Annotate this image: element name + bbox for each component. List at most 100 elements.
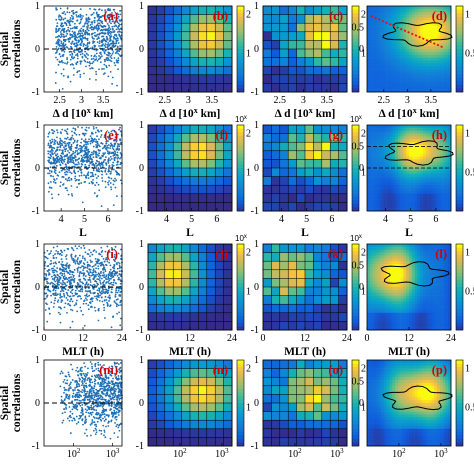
contour-cell <box>386 162 390 166</box>
contour-cell <box>411 60 415 64</box>
contour-cell <box>400 147 404 152</box>
contour-cell <box>375 66 379 70</box>
contour-cell <box>425 142 429 146</box>
scatter-point <box>107 280 110 283</box>
contour-cell <box>442 173 446 177</box>
scatter-point <box>91 23 93 25</box>
contour-cell <box>378 37 382 41</box>
contour-cell <box>431 69 435 73</box>
scatter-point <box>90 298 92 300</box>
contour-cell <box>369 176 373 180</box>
contour-cell <box>411 54 415 58</box>
scatter-point <box>80 310 83 312</box>
scatter-point <box>59 294 62 297</box>
contour-cell <box>439 60 443 64</box>
scatter-point <box>107 58 110 61</box>
contour-cell <box>406 57 410 61</box>
scatter-point <box>71 55 73 58</box>
heatmap-cell <box>223 22 233 33</box>
contour-cell <box>375 202 379 206</box>
contour-cell <box>420 83 424 87</box>
scatter-point <box>104 288 107 291</box>
contour-cell <box>383 51 387 56</box>
contour-cell <box>375 170 379 175</box>
scatter-point <box>93 19 96 22</box>
contour-cell <box>378 11 382 15</box>
contour-cell <box>417 170 421 175</box>
scatter-point <box>54 142 56 145</box>
contour-cell <box>403 182 407 186</box>
contour-cell <box>389 86 393 90</box>
contour-cell <box>420 179 424 183</box>
scatter-point <box>100 246 103 249</box>
contour-cell <box>392 43 396 47</box>
contour-cell <box>369 69 373 73</box>
scatter-point <box>48 169 51 172</box>
contour-cell <box>383 77 387 81</box>
heatmap-cell <box>156 193 166 203</box>
scatter-point <box>94 270 96 273</box>
scatter-point <box>105 282 107 284</box>
scatter-point <box>72 276 75 278</box>
heatmap-cell <box>304 31 314 41</box>
scatter-point <box>95 11 98 14</box>
scatter-point <box>104 9 107 12</box>
scatter-point <box>47 132 50 135</box>
heatmap-cell <box>287 40 298 50</box>
contour-cell <box>425 46 429 50</box>
scatter-point <box>52 262 55 265</box>
heatmap-cell <box>287 167 298 178</box>
scatter-point <box>76 55 79 57</box>
scatter-point <box>70 276 73 278</box>
heatmap-cell <box>172 5 183 16</box>
scatter-point <box>77 40 80 43</box>
contour-cell <box>383 162 387 166</box>
heatmap-cell <box>206 57 216 67</box>
scatter-point <box>78 182 81 185</box>
contour-cell <box>445 202 449 206</box>
y-tick-label: 1 <box>254 120 259 131</box>
contour-cell <box>400 74 404 78</box>
heatmap-cell <box>313 74 323 84</box>
scatter-point <box>56 22 59 25</box>
scatter-point <box>79 53 82 56</box>
heatmap-cell <box>164 65 174 76</box>
scatter-point <box>100 134 103 136</box>
contour-cell <box>389 190 393 195</box>
scatter-point <box>85 18 88 20</box>
contour-cell <box>411 196 415 200</box>
contour-cell <box>369 83 373 87</box>
scatter-point <box>98 145 101 148</box>
scatter-point <box>73 51 76 54</box>
scatter-point <box>88 42 91 45</box>
scatter-point <box>93 37 95 40</box>
scatter-point <box>98 42 101 45</box>
contour-cell <box>417 159 421 163</box>
heatmap-cell <box>206 74 216 84</box>
contour-cell <box>409 8 413 13</box>
heatmap-cell <box>287 5 298 16</box>
contour-cell <box>367 80 371 84</box>
scatter-point <box>81 290 84 293</box>
scatter-point <box>62 183 65 185</box>
scatter-point <box>99 61 102 63</box>
scatter-point <box>59 7 62 10</box>
heatmap-cell <box>338 74 348 84</box>
contour-cell <box>392 205 396 209</box>
contour-cell <box>414 28 418 33</box>
contour-cell <box>403 133 407 137</box>
heatmap-cell <box>223 159 233 169</box>
contour-cell <box>431 83 435 87</box>
colorbar-segment <box>237 142 244 147</box>
colorbar-segment <box>352 168 359 172</box>
scatter-point <box>112 281 115 284</box>
scatter-point <box>72 261 75 263</box>
colorbar-segment <box>237 49 244 53</box>
contour-cell <box>367 23 371 27</box>
contour-cell <box>437 196 441 200</box>
scatter-point <box>49 166 52 169</box>
contour-cell <box>378 136 382 140</box>
heatmap-cell <box>147 5 157 16</box>
heatmap-cell <box>287 14 298 24</box>
scatter-point <box>72 150 75 153</box>
